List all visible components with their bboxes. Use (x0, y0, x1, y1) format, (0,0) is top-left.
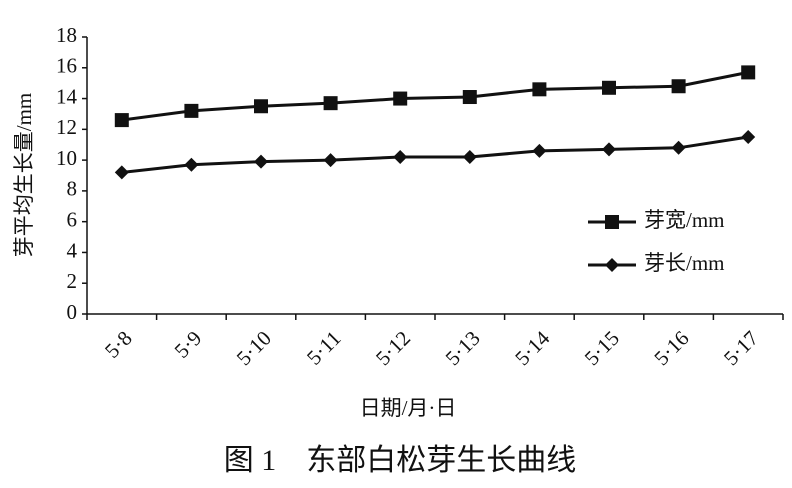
x-tick-label: 5·15 (580, 326, 624, 370)
y-tick-label: 16 (56, 54, 77, 78)
x-tick-label: 5·13 (441, 326, 485, 370)
marker (462, 150, 477, 165)
y-tick-label: 6 (67, 207, 78, 231)
legend-label: 芽长/mm (644, 251, 725, 275)
y-tick-label: 0 (67, 300, 78, 324)
marker (741, 65, 756, 80)
marker (532, 143, 547, 158)
marker (671, 140, 686, 155)
y-tick-label: 8 (67, 177, 78, 201)
legend-label: 芽宽/mm (644, 208, 725, 232)
x-tick-label: 5·16 (649, 326, 693, 370)
marker (254, 99, 268, 114)
marker (602, 142, 616, 157)
x-axis-label: 日期/月·日 (360, 396, 457, 420)
marker (323, 153, 338, 168)
x-tick-label: 5·9 (170, 326, 207, 363)
marker (462, 90, 477, 105)
legend-marker (605, 215, 619, 229)
marker (323, 96, 338, 111)
x-tick-label: 5·17 (719, 326, 763, 370)
marker (741, 130, 756, 145)
marker (114, 165, 129, 180)
marker (393, 91, 408, 106)
marker (393, 150, 408, 165)
marker (532, 82, 547, 97)
marker (114, 113, 129, 128)
x-tick-label: 5·10 (232, 326, 276, 370)
series-line (121, 70, 749, 122)
x-tick-label: 5·11 (302, 326, 346, 370)
y-tick-label: 12 (56, 115, 77, 139)
marker (671, 79, 686, 94)
y-tick-label: 14 (56, 84, 78, 108)
x-tick-label: 5·8 (100, 326, 137, 363)
y-tick-label: 18 (56, 23, 77, 47)
chart-caption: 图 1 东部白松芽生长曲线 (224, 444, 577, 477)
marker (184, 103, 199, 118)
marker (184, 157, 199, 172)
y-tick-label: 10 (56, 146, 77, 170)
x-tick-label: 5·14 (510, 326, 555, 371)
x-tick-label: 5·12 (371, 326, 415, 370)
y-tick-label: 4 (67, 238, 78, 262)
marker (254, 154, 268, 169)
legend-marker (605, 258, 619, 272)
y-axis-label: 芽平均生长量/mm (12, 93, 36, 258)
y-tick-label: 2 (67, 269, 78, 293)
marker (602, 80, 616, 95)
series-line (121, 135, 749, 174)
